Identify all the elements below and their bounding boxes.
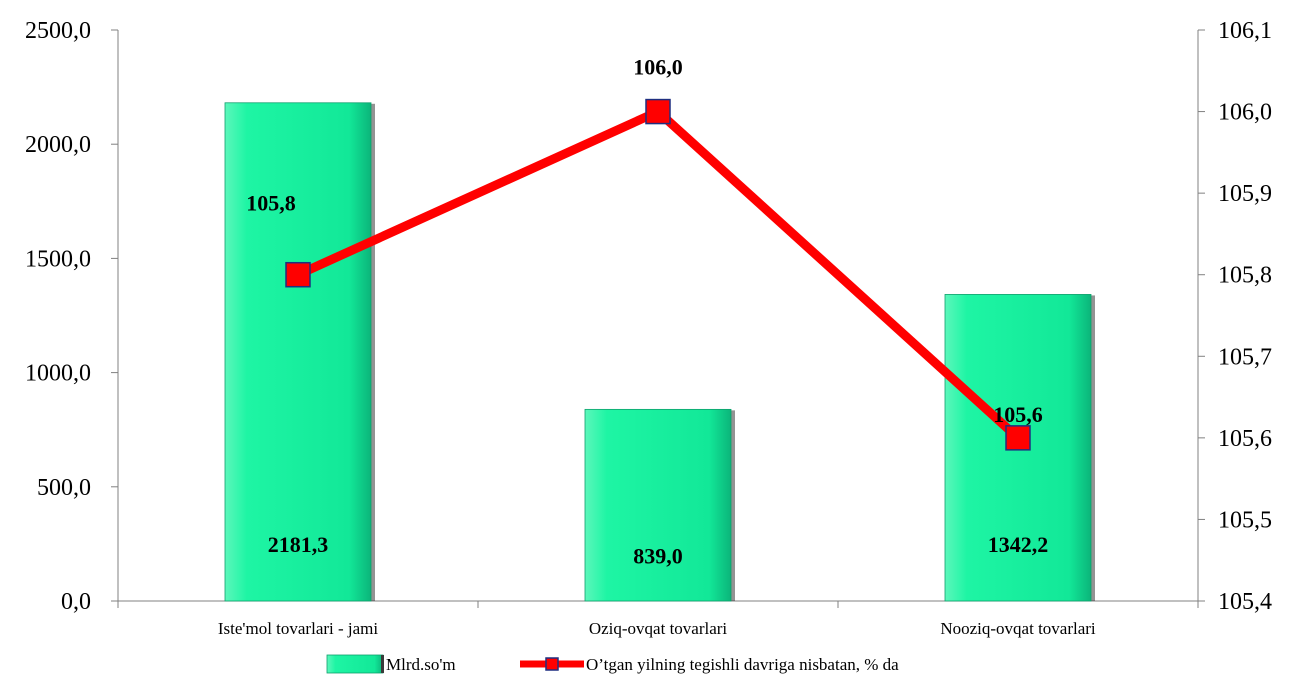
right-tick-label: 106,0 <box>1218 100 1272 126</box>
right-tick-label: 105,6 <box>1218 426 1272 452</box>
legend-line-marker <box>545 657 559 671</box>
legend-item-bar: Mlrd.so'm <box>326 654 456 674</box>
legend-bar-swatch <box>326 654 384 674</box>
line-series <box>285 98 1031 451</box>
bar <box>584 408 732 602</box>
legend-label: O’tgan yilning tegishli davriga nisbatan… <box>586 655 899 674</box>
category-label: Oziq-ovqat tovarlari <box>589 619 728 638</box>
left-tick-label: 500,0 <box>37 475 91 501</box>
left-tick-label: 1000,0 <box>25 361 91 387</box>
bar-value-label: 1342,2 <box>988 532 1049 557</box>
right-tick-label: 105,9 <box>1218 181 1272 207</box>
right-tick-label: 105,8 <box>1218 263 1272 289</box>
legend-label: Mlrd.so'm <box>386 655 456 674</box>
data-labels: 2181,3 839,0 1342,2 105,8 106,0 105,6 <box>246 55 1048 569</box>
line-path <box>296 107 1022 442</box>
legend-bar-shadow <box>381 655 384 673</box>
line-value-label: 105,8 <box>246 191 296 216</box>
axes: 0,0 500,0 1000,0 1500,0 2000,0 2500,0 105,4 105… <box>25 18 1272 638</box>
line-marker <box>285 261 311 288</box>
left-tick-label: 2000,0 <box>25 132 91 158</box>
category-label: Nooziq-ovqat tovarlari <box>940 619 1096 638</box>
category-label: Iste'mol tovarlari - jami <box>218 619 379 638</box>
right-tick-label: 105,7 <box>1218 344 1272 370</box>
legend: Mlrd.so'm O’tgan yilning tegishli davriga… <box>326 654 899 674</box>
line-value-label: 105,6 <box>993 402 1043 427</box>
bar-value-label: 2181,3 <box>268 532 329 557</box>
bars <box>224 102 1095 602</box>
line-value-label: 106,0 <box>633 55 683 80</box>
legend-item-line: O’tgan yilning tegishli davriga nisbatan… <box>520 655 899 674</box>
left-tick-label: 0,0 <box>61 589 91 615</box>
left-tick-label: 1500,0 <box>25 246 91 272</box>
line-marker <box>645 98 671 125</box>
left-tick-label: 2500,0 <box>25 18 91 44</box>
right-tick-label: 105,5 <box>1218 507 1272 533</box>
right-tick-label: 106,1 <box>1218 18 1272 44</box>
bar-value-label: 839,0 <box>633 543 683 568</box>
right-tick-label: 105,4 <box>1218 589 1272 615</box>
bar <box>224 102 372 602</box>
line-marker <box>1005 425 1031 451</box>
